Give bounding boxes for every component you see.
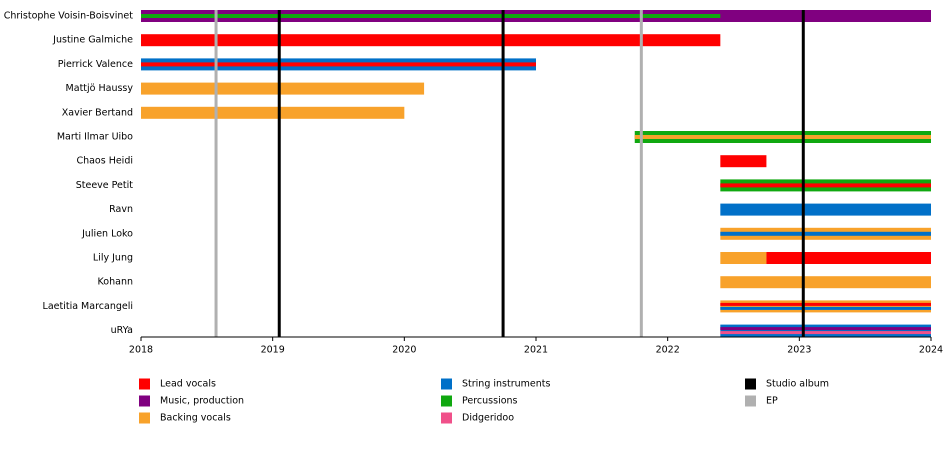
stripe [720, 327, 931, 331]
member-label: Mattjö Haussy [66, 83, 134, 94]
legend-label: Didgeridoo [462, 413, 514, 424]
member-label: Ravn [109, 204, 133, 215]
x-tick-label: 2019 [261, 345, 285, 356]
bar [720, 276, 931, 289]
bar [720, 252, 767, 264]
legend-swatch [441, 378, 452, 390]
legend-swatch [139, 412, 150, 424]
legend-label: Lead vocals [160, 379, 216, 390]
legend-swatch [139, 378, 150, 390]
legend-label: EP [766, 396, 778, 407]
stripe [634, 135, 931, 139]
bar [720, 203, 931, 216]
bar [141, 82, 425, 95]
bar [766, 252, 931, 264]
stripe [720, 231, 931, 236]
member-label: Kohann [98, 277, 133, 288]
x-tick-label: 2021 [524, 345, 548, 356]
x-tick-label: 2023 [787, 345, 811, 356]
member-label: Julien Loko [81, 228, 133, 239]
legend-label: Studio album [766, 379, 829, 390]
stripe [720, 306, 931, 310]
legend-label: Percussions [462, 396, 518, 407]
x-tick-label: 2020 [392, 345, 416, 356]
member-label: Marti Ilmar Uibo [57, 132, 133, 143]
bar [720, 155, 767, 168]
legend-swatch [745, 395, 756, 407]
member-label: Lily Jung [93, 253, 133, 264]
legend-label: Backing vocals [160, 413, 231, 424]
member-label: Steeve Petit [76, 180, 134, 191]
bar [141, 106, 405, 119]
bar [141, 34, 721, 47]
stripe [720, 183, 931, 188]
member-label: Laetitia Marcangeli [43, 301, 133, 312]
member-label: uRYa [111, 325, 133, 336]
legend-label: String instruments [462, 379, 550, 390]
member-label: Christophe Voisin-Boisvinet [4, 11, 134, 22]
stripe [141, 14, 721, 18]
x-tick-label: 2024 [919, 345, 943, 356]
legend-label: Music, production [160, 396, 244, 407]
x-tick-label: 2018 [129, 345, 153, 356]
member-label: Xavier Bertand [62, 107, 133, 118]
legend-swatch [745, 378, 756, 390]
bar [720, 324, 931, 337]
x-tick-label: 2022 [656, 345, 680, 356]
stripe [720, 331, 931, 335]
legend-swatch [139, 395, 150, 407]
legend-swatch [441, 395, 452, 407]
legend-swatch [441, 412, 452, 424]
stripe [720, 302, 931, 306]
bar [720, 300, 931, 313]
member-label: Justine Galmiche [52, 35, 133, 46]
member-label: Pierrick Valence [58, 59, 133, 70]
stripe [141, 62, 536, 67]
member-label: Chaos Heidi [76, 156, 133, 167]
